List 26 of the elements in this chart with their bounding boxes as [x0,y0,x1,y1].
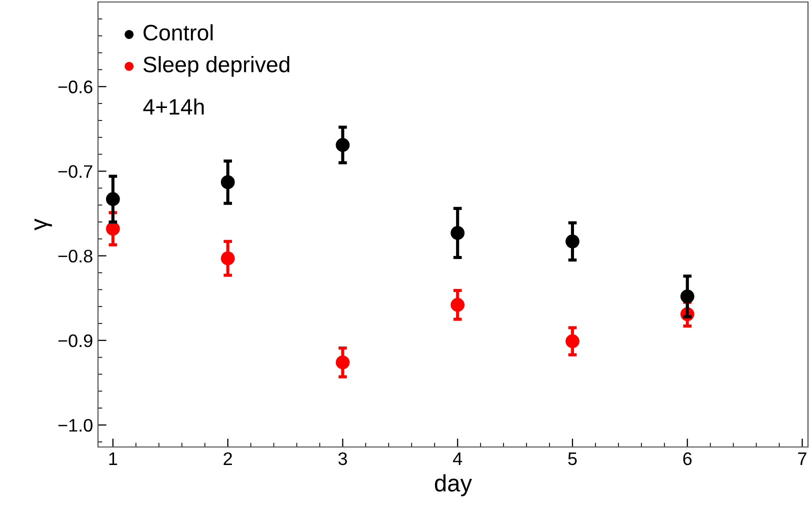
point [336,138,350,152]
y-axis-title: γ [34,218,52,230]
y-tick-label: −0.6 [58,80,92,94]
point [450,226,465,240]
x-tick-label: 7 [798,452,806,465]
x-tick-label: 4 [452,452,462,465]
y-tick-label: −0.7 [58,165,92,178]
x-tick-label: 2 [224,452,232,465]
point [566,234,580,248]
y-tick-label: −0.9 [58,334,92,348]
point [106,192,120,206]
legend-label: Control [144,24,213,41]
x-tick-label: 1 [109,452,118,465]
x-tick-label: 6 [683,452,692,466]
legend-label: Sleep deprived [143,56,290,77]
annotation: 4+14h [143,98,204,115]
x-tick-label: 5 [568,452,577,466]
point [336,355,350,370]
point [566,334,580,348]
point [450,298,465,312]
point [220,175,235,190]
x-axis-title: day [434,474,472,496]
x-tick-label: 3 [338,452,347,466]
point [220,251,235,266]
y-tick-label: −0.8 [58,250,92,263]
y-tick-label: −1.0 [58,418,92,432]
